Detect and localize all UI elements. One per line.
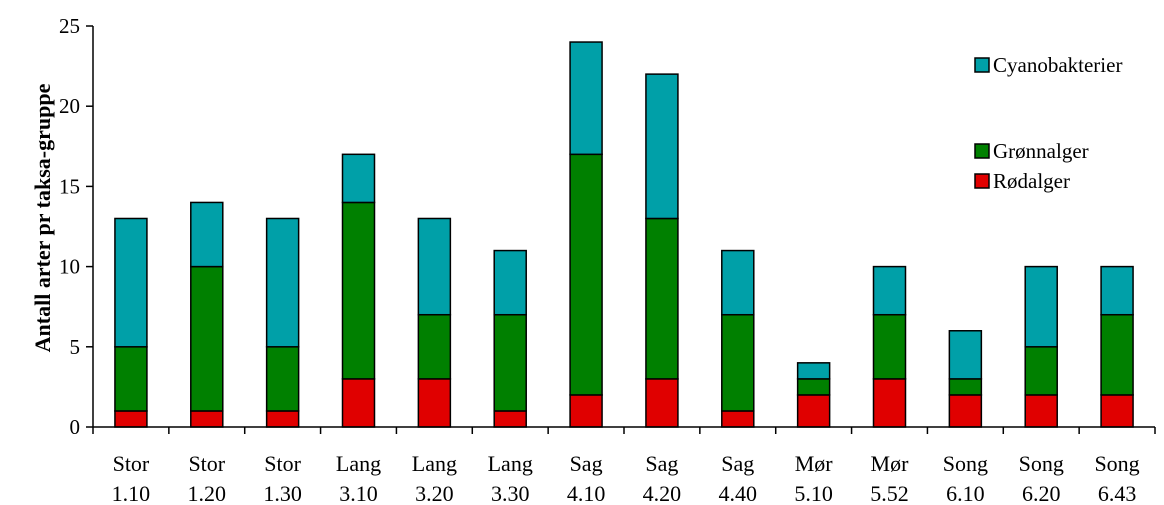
x-tick-label-site: Lang <box>488 451 533 476</box>
x-tick-label-station: 6.43 <box>1098 481 1137 505</box>
y-axis-title: Antall arter pr taksa-gruppe <box>30 83 55 352</box>
legend-swatch-grønnalger <box>974 143 990 159</box>
x-tick-label-station: 5.52 <box>870 481 909 505</box>
bar-segment-rødalger-13 <box>1024 394 1058 428</box>
x-tick-label-station: 3.10 <box>339 481 378 505</box>
bar-segment-rødalger-11 <box>872 378 907 428</box>
bar-segment-cyanobakterier-12 <box>948 330 983 380</box>
x-tick-label-site: Song <box>1094 451 1139 476</box>
x-tick-label-station: 5.10 <box>794 481 833 505</box>
x-tick-label-site: Mør <box>795 451 834 476</box>
bar-segment-grønnalger-14 <box>1100 313 1134 396</box>
x-tick-label-site: Song <box>943 451 988 476</box>
bar-segment-cyanobakterier-3 <box>265 217 300 348</box>
x-tick-label-station: 1.10 <box>112 481 151 505</box>
x-tick-label-station: 4.10 <box>567 481 606 505</box>
y-axis-title-group: Antall arter pr taksa-gruppe <box>30 83 55 352</box>
bar-segment-rødalger-12 <box>948 394 983 428</box>
axes-layer: 0 5 10 15 20 25 Stor 1.10 Stor 1.20 Stor 1.30 Lang 3.… <box>59 14 1156 505</box>
bar-segment-rødalger-14 <box>1100 394 1134 428</box>
bar-segment-grønnalger-5 <box>417 313 452 380</box>
bar-segment-cyanobakterier-13 <box>1024 265 1058 348</box>
y-tick-label: 15 <box>59 174 80 198</box>
y-tick-label: 20 <box>59 94 80 118</box>
x-tick-label-station: 6.20 <box>1022 481 1061 505</box>
bar-segment-cyanobakterier-7 <box>569 41 603 156</box>
x-tick-label-site: Mør <box>871 451 910 476</box>
bar-segment-cyanobakterier-9 <box>721 249 755 316</box>
bar-segment-cyanobakterier-11 <box>872 265 907 316</box>
bar-segment-grønnalger-3 <box>265 346 300 412</box>
bar-segment-grønnalger-11 <box>872 313 907 380</box>
bar-segment-rødalger-2 <box>190 410 224 428</box>
bar-segment-grønnalger-8 <box>645 217 679 380</box>
bar-segment-rødalger-7 <box>569 394 603 428</box>
x-tick-label-site: Stor <box>264 451 301 476</box>
y-tick-label: 25 <box>59 14 80 38</box>
x-tick-label-site: Stor <box>113 451 150 476</box>
x-tick-label-station: 1.30 <box>263 481 302 505</box>
legend-label-cyanobakterier: Cyanobakterier <box>993 53 1122 77</box>
x-tick-label-station: 3.20 <box>415 481 454 505</box>
bar-segment-cyanobakterier-4 <box>341 153 376 204</box>
bar-segment-cyanobakterier-10 <box>796 362 831 380</box>
bar-segment-grønnalger-1 <box>114 346 148 412</box>
legend-label-rødalger: Rødalger <box>993 169 1070 193</box>
legend-swatch-rødalger <box>974 173 990 189</box>
bar-segment-grønnalger-12 <box>948 378 983 396</box>
bar-segment-rødalger-8 <box>645 378 679 428</box>
bar-segment-cyanobakterier-2 <box>190 201 224 268</box>
x-tick-label-site: Sag <box>721 451 754 476</box>
bar-segment-grønnalger-13 <box>1024 346 1058 396</box>
x-tick-label-site: Sag <box>570 451 603 476</box>
x-tick-label-site: Sag <box>645 451 678 476</box>
bar-segment-grønnalger-6 <box>493 313 527 412</box>
y-tick-label: 10 <box>59 255 80 279</box>
bar-segment-grønnalger-7 <box>569 153 603 396</box>
bar-segment-cyanobakterier-8 <box>645 73 679 220</box>
bar-segment-grønnalger-10 <box>796 378 831 396</box>
bar-segment-rødalger-1 <box>114 410 148 428</box>
legend-swatch-cyanobakterier <box>974 57 990 73</box>
x-tick-label-station: 4.40 <box>719 481 758 505</box>
bar-segment-rødalger-5 <box>417 378 452 428</box>
x-tick-label-site: Stor <box>188 451 225 476</box>
bar-segment-rødalger-3 <box>265 410 300 428</box>
x-tick-label-site: Lang <box>336 451 381 476</box>
y-tick-label: 5 <box>70 335 81 359</box>
x-tick-label-site: Lang <box>412 451 457 476</box>
x-tick-label-station: 4.20 <box>643 481 682 505</box>
bar-segment-rødalger-10 <box>796 394 831 428</box>
bars-layer <box>114 41 1134 428</box>
x-tick-label-site: Song <box>1019 451 1064 476</box>
x-tick-label-station: 6.10 <box>946 481 985 505</box>
bar-segment-cyanobakterier-6 <box>493 249 527 316</box>
x-tick-label-station: 3.30 <box>491 481 530 505</box>
bar-segment-grønnalger-9 <box>721 313 755 412</box>
bar-segment-rødalger-9 <box>721 410 755 428</box>
bar-segment-cyanobakterier-14 <box>1100 265 1134 316</box>
y-tick-label: 0 <box>70 415 81 439</box>
bar-segment-cyanobakterier-1 <box>114 217 148 348</box>
x-tick-label-station: 1.20 <box>188 481 227 505</box>
legend: Cyanobakterier Grønnalger Rødalger <box>974 53 1122 193</box>
bar-segment-rødalger-4 <box>341 378 376 428</box>
bar-segment-grønnalger-2 <box>190 265 224 412</box>
bar-segment-cyanobakterier-5 <box>417 217 452 316</box>
bar-segment-grønnalger-4 <box>341 201 376 380</box>
legend-label-grønnalger: Grønnalger <box>993 139 1089 163</box>
bar-segment-rødalger-6 <box>493 410 527 428</box>
